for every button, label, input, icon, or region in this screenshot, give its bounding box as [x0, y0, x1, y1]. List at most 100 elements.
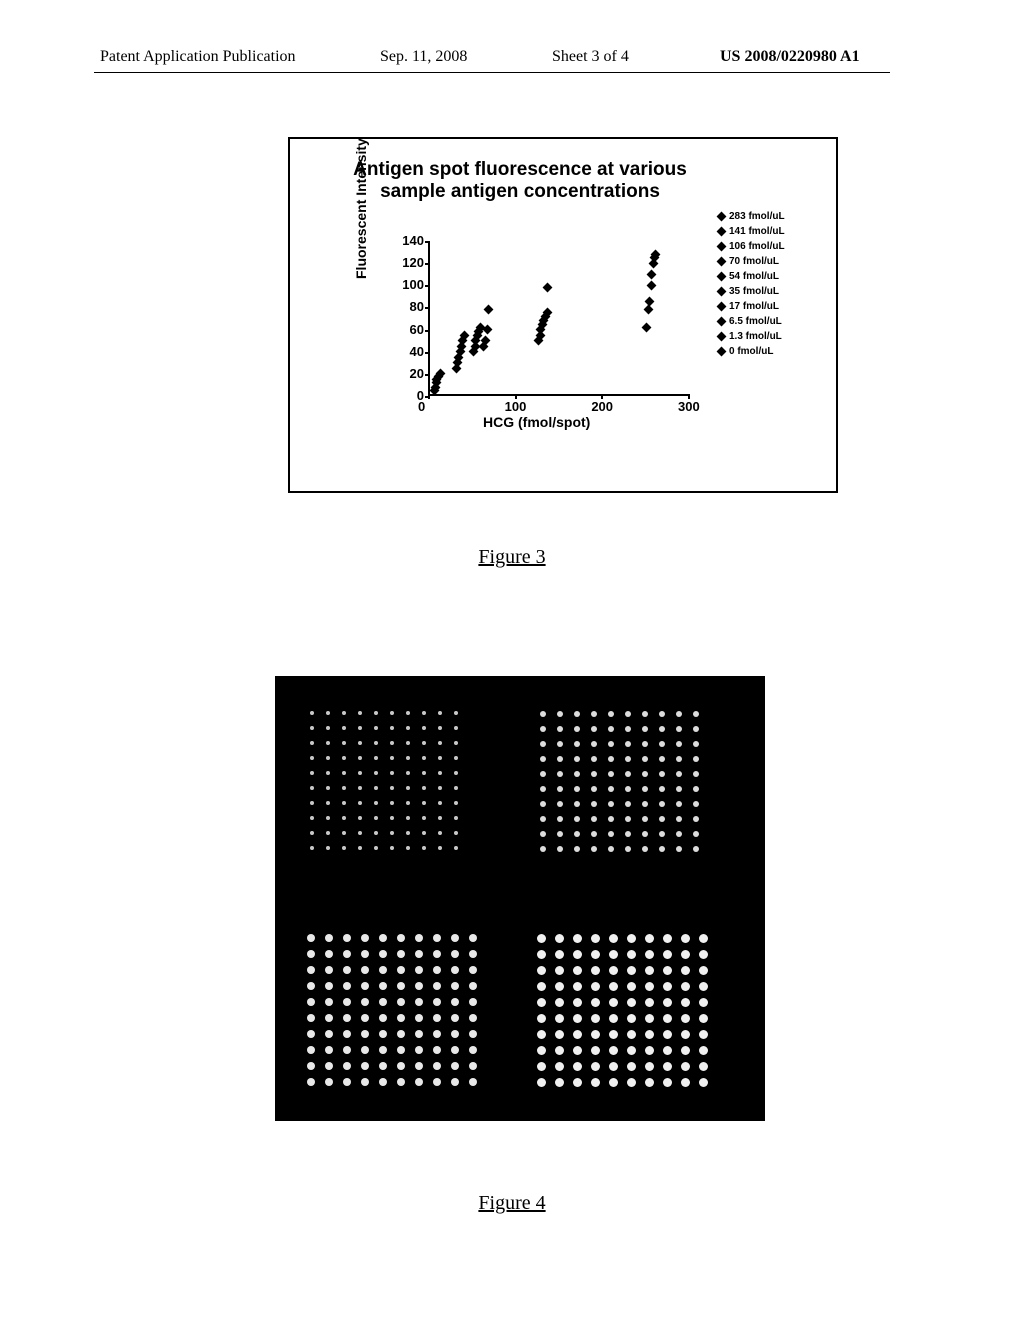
array-spot: [358, 846, 362, 850]
array-spot: [681, 950, 690, 959]
array-spot: [343, 966, 351, 974]
array-spot: [438, 801, 442, 805]
array-spot: [326, 816, 330, 820]
array-spot: [557, 726, 563, 732]
legend-item: 70 fmol/uL: [718, 256, 818, 267]
figure-3-chart-box: Antigen spot fluorescence at various sam…: [288, 137, 838, 493]
array-spot: [591, 1014, 600, 1023]
y-tick-label: 60: [400, 322, 424, 337]
array-spot: [627, 1046, 636, 1055]
array-spot: [374, 711, 378, 715]
array-spot: [397, 1062, 405, 1070]
array-spot: [645, 1030, 654, 1039]
array-spot: [374, 741, 378, 745]
array-spot: [361, 982, 369, 990]
array-spot: [342, 786, 346, 790]
array-spot: [557, 846, 563, 852]
array-spot: [645, 966, 654, 975]
y-tick-mark: [425, 307, 430, 309]
array-spot: [627, 1078, 636, 1087]
array-spot: [591, 1062, 600, 1071]
array-spot: [406, 831, 410, 835]
array-spot: [625, 846, 631, 852]
array-spot: [390, 786, 394, 790]
x-tick-mark: [688, 394, 690, 399]
array-spot: [438, 786, 442, 790]
array-spot: [608, 786, 614, 792]
array-spot: [469, 966, 477, 974]
array-spot: [625, 726, 631, 732]
array-spot: [310, 726, 314, 730]
array-spot: [406, 711, 410, 715]
array-spot: [374, 756, 378, 760]
array-spot: [663, 998, 672, 1007]
array-spot: [433, 998, 441, 1006]
array-spot: [361, 966, 369, 974]
array-spot: [659, 816, 665, 822]
array-spot: [608, 831, 614, 837]
array-spot: [451, 934, 459, 942]
array-spot: [307, 1030, 315, 1038]
array-spot: [699, 1014, 708, 1023]
diamond-icon: [717, 242, 727, 252]
array-spot: [645, 1046, 654, 1055]
array-spot: [326, 846, 330, 850]
y-axis-label: Fluorescent Intensity: [353, 138, 369, 279]
array-spot: [608, 741, 614, 747]
figure-4-microarray: [275, 676, 765, 1121]
array-spot: [693, 711, 699, 717]
array-spot: [699, 982, 708, 991]
array-spot: [451, 998, 459, 1006]
array-spot: [325, 966, 333, 974]
array-spot: [608, 756, 614, 762]
diamond-icon: [717, 257, 727, 267]
array-spot: [422, 741, 426, 745]
array-spot: [397, 950, 405, 958]
array-spot: [307, 1062, 315, 1070]
array-spot: [342, 771, 346, 775]
array-spot: [540, 846, 546, 852]
x-tick-mark: [515, 394, 517, 399]
array-spot: [573, 950, 582, 959]
array-spot: [433, 950, 441, 958]
array-spot: [433, 1078, 441, 1086]
array-spot: [609, 950, 618, 959]
array-spot: [693, 756, 699, 762]
array-spot: [415, 966, 423, 974]
array-spot: [659, 786, 665, 792]
array-spot: [537, 998, 546, 1007]
array-spot: [422, 831, 426, 835]
array-spot: [557, 771, 563, 777]
array-spot: [422, 771, 426, 775]
array-spot: [326, 711, 330, 715]
array-spot: [397, 1046, 405, 1054]
array-spot: [379, 1078, 387, 1086]
legend-item: 141 fmol/uL: [718, 226, 818, 237]
array-spot: [663, 934, 672, 943]
array-spot: [645, 982, 654, 991]
array-spot: [406, 771, 410, 775]
array-spot: [438, 741, 442, 745]
array-spot: [326, 786, 330, 790]
array-spot: [555, 1046, 564, 1055]
array-spot: [659, 741, 665, 747]
array-spot: [397, 1014, 405, 1022]
array-spot: [390, 831, 394, 835]
array-spot: [433, 1030, 441, 1038]
array-spot: [326, 771, 330, 775]
array-spot: [609, 934, 618, 943]
array-spot: [663, 982, 672, 991]
array-spot: [574, 846, 580, 852]
array-spot: [422, 846, 426, 850]
array-spot: [681, 998, 690, 1007]
array-spot: [451, 1014, 459, 1022]
diamond-icon: [717, 332, 727, 342]
array-spot: [325, 934, 333, 942]
array-spot: [433, 982, 441, 990]
array-spot: [307, 1014, 315, 1022]
array-spot: [307, 1078, 315, 1086]
array-spot: [699, 1030, 708, 1039]
array-spot: [681, 934, 690, 943]
array-spot: [591, 1046, 600, 1055]
array-spot: [454, 831, 458, 835]
